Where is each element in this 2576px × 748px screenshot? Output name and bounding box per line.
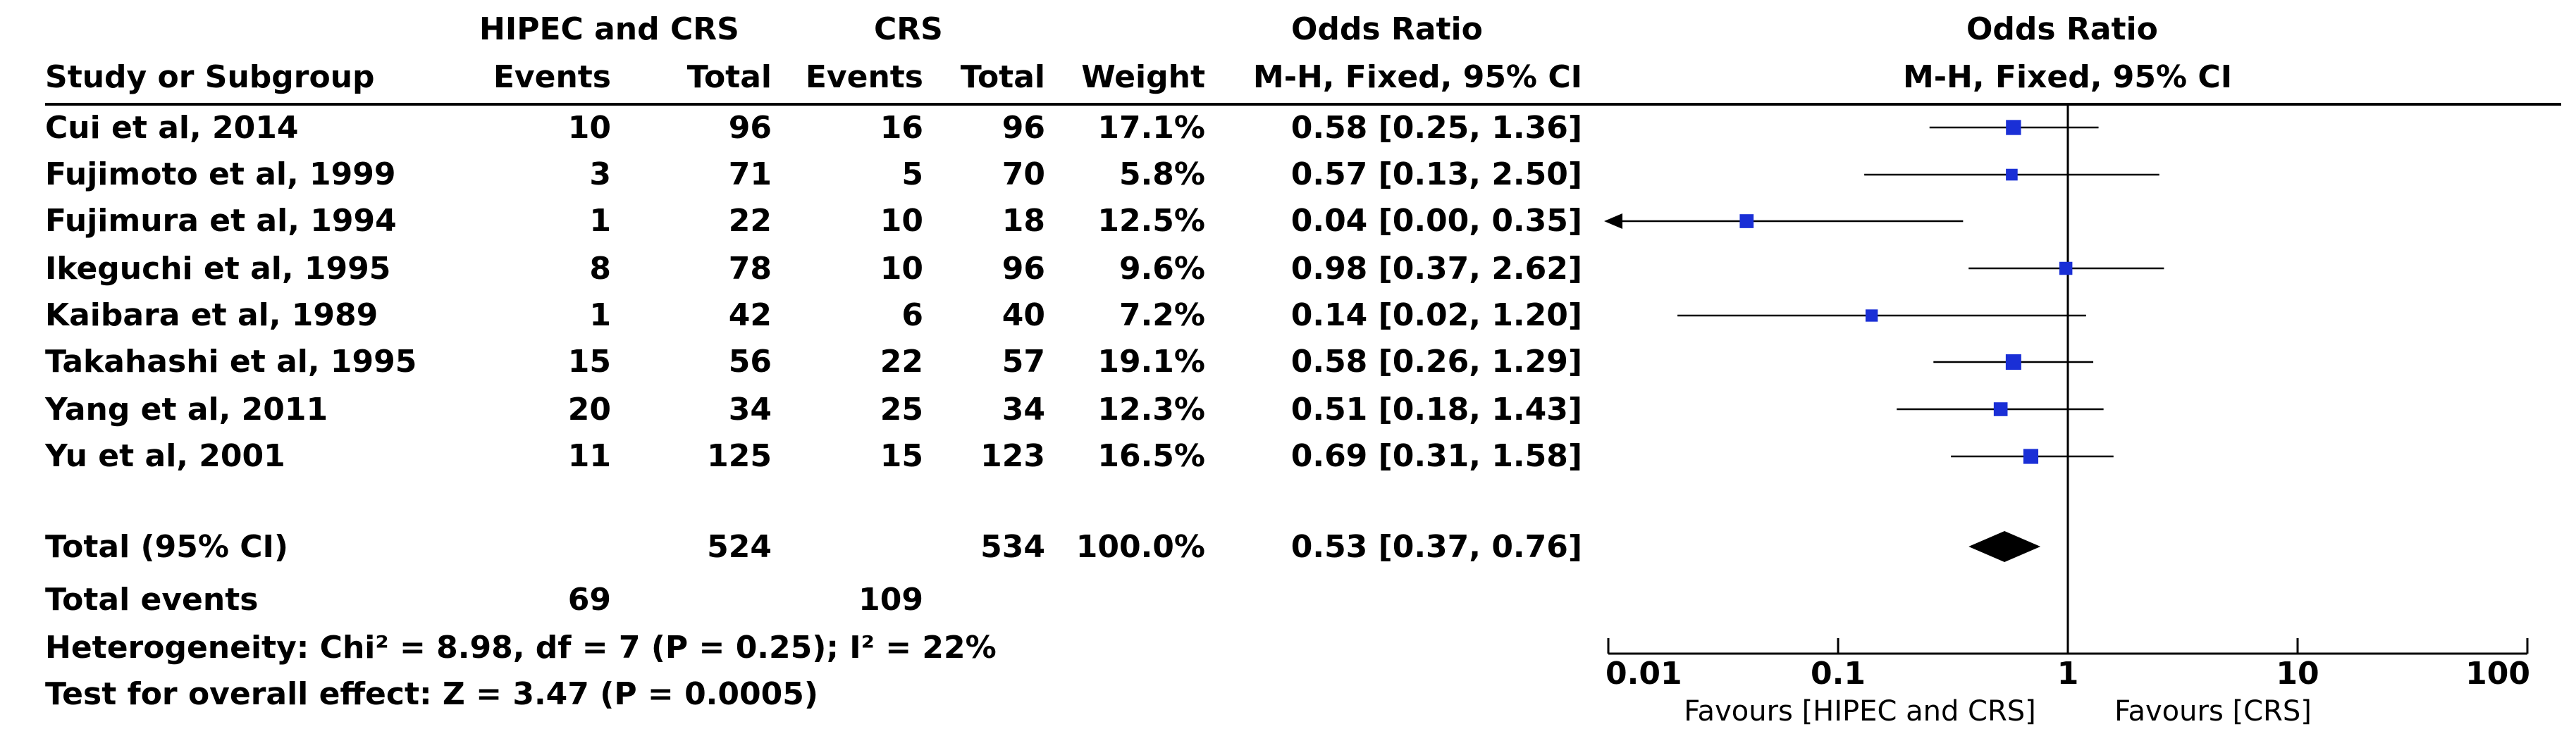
header-events2: Events xyxy=(805,59,923,95)
study-weight: 16.5% xyxy=(1097,438,1205,474)
point-estimate-marker xyxy=(1993,402,2008,416)
study-ci-text: 0.58 [0.26, 1.29] xyxy=(1290,344,1582,380)
point-estimate-marker xyxy=(2006,168,2018,181)
header-rule xyxy=(45,103,2561,106)
overall-effect-text: Test for overall effect: Z = 3.47 (P = 0… xyxy=(45,676,818,712)
study-weight: 12.3% xyxy=(1097,392,1205,428)
study-events2: 6 xyxy=(901,297,923,333)
study-total1: 22 xyxy=(728,203,772,239)
study-total1: 125 xyxy=(707,438,772,474)
study-events2: 22 xyxy=(880,344,923,380)
study-events2: 5 xyxy=(901,156,923,192)
study-events1: 20 xyxy=(567,392,611,428)
study-name: Ikeguchi et al, 1995 xyxy=(45,251,391,287)
study-name: Yu et al, 2001 xyxy=(45,438,285,474)
study-total2: 40 xyxy=(1002,297,1045,333)
study-events2: 25 xyxy=(880,392,923,428)
study-name: Fujimoto et al, 1999 xyxy=(45,156,396,192)
study-ci-text: 0.58 [0.25, 1.36] xyxy=(1290,110,1582,146)
study-total1: 34 xyxy=(728,392,772,428)
header-method: M-H, Fixed, 95% CI xyxy=(1252,59,1582,95)
total-label: Total (95% CI) xyxy=(45,529,289,565)
study-events1: 10 xyxy=(567,110,611,146)
favours-right-label: Favours [CRS] xyxy=(2114,695,2312,728)
study-ci-text: 0.69 [0.31, 1.58] xyxy=(1290,438,1582,474)
pooled-diamond xyxy=(1968,531,2041,562)
axis-tick-label: 0.1 xyxy=(1811,656,1866,692)
study-weight: 9.6% xyxy=(1118,251,1205,287)
study-total1: 71 xyxy=(728,156,772,192)
header-events1: Events xyxy=(493,59,611,95)
point-estimate-marker xyxy=(2059,261,2073,275)
study-events1: 15 xyxy=(567,344,611,380)
header-study: Study or Subgroup xyxy=(45,59,375,95)
study-events2: 10 xyxy=(880,203,923,239)
study-events1: 1 xyxy=(589,203,611,239)
study-events1: 1 xyxy=(589,297,611,333)
study-name: Kaibara et al, 1989 xyxy=(45,297,378,333)
study-total2: 34 xyxy=(1002,392,1045,428)
study-total1: 96 xyxy=(728,110,772,146)
heterogeneity-text: Heterogeneity: Chi² = 8.98, df = 7 (P = … xyxy=(45,630,997,666)
study-total1: 78 xyxy=(728,251,772,287)
header-weight: Weight xyxy=(1081,59,1205,95)
study-name: Fujimura et al, 1994 xyxy=(45,203,397,239)
study-events2: 16 xyxy=(880,110,923,146)
header-or-table-title: Odds Ratio xyxy=(1291,11,1483,47)
header-total2: Total xyxy=(960,59,1045,95)
total-events1: 69 xyxy=(567,582,611,618)
study-name: Yang et al, 2011 xyxy=(45,392,328,428)
study-name: Cui et al, 2014 xyxy=(45,110,299,146)
study-total1: 56 xyxy=(728,344,772,380)
header-or-plot-title: Odds Ratio xyxy=(1966,11,2158,47)
point-estimate-marker xyxy=(1739,214,1754,228)
study-ci-text: 0.98 [0.37, 2.62] xyxy=(1290,251,1582,287)
truncation-arrow xyxy=(1604,213,1622,229)
study-weight: 17.1% xyxy=(1097,110,1205,146)
study-events1: 11 xyxy=(567,438,611,474)
study-weight: 19.1% xyxy=(1097,344,1205,380)
study-ci-text: 0.51 [0.18, 1.43] xyxy=(1290,392,1582,428)
total-ci: 0.53 [0.37, 0.76] xyxy=(1290,529,1582,565)
study-events1: 3 xyxy=(589,156,611,192)
study-weight: 5.8% xyxy=(1118,156,1205,192)
study-total2: 123 xyxy=(980,438,1045,474)
total-events2: 109 xyxy=(858,582,923,618)
header-total1: Total xyxy=(686,59,772,95)
point-estimate-marker xyxy=(2023,449,2039,464)
study-ci-text: 0.04 [0.00, 0.35] xyxy=(1290,203,1582,239)
study-events1: 8 xyxy=(589,251,611,287)
total-events-label: Total events xyxy=(45,582,259,618)
favours-left-label: Favours [HIPEC and CRS] xyxy=(1684,695,2036,728)
study-total2: 18 xyxy=(1002,203,1045,239)
study-total2: 96 xyxy=(1002,110,1045,146)
total-weight: 100.0% xyxy=(1076,529,1205,565)
point-estimate-marker xyxy=(2005,354,2021,370)
study-ci-text: 0.57 [0.13, 2.50] xyxy=(1290,156,1582,192)
total-total2: 534 xyxy=(980,529,1045,565)
study-total1: 42 xyxy=(728,297,772,333)
study-weight: 12.5% xyxy=(1097,203,1205,239)
header-group1: HIPEC and CRS xyxy=(479,11,739,47)
point-estimate-marker xyxy=(2006,120,2021,135)
total-total1: 524 xyxy=(707,529,772,565)
study-events2: 15 xyxy=(880,438,923,474)
axis-tick-label: 100 xyxy=(2465,656,2530,692)
header-plot-method: M-H, Fixed, 95% CI xyxy=(1903,59,2233,95)
study-name: Takahashi et al, 1995 xyxy=(45,344,417,380)
study-total2: 70 xyxy=(1002,156,1045,192)
study-total2: 96 xyxy=(1002,251,1045,287)
study-weight: 7.2% xyxy=(1118,297,1205,333)
axis-tick-label: 1 xyxy=(2057,656,2079,692)
study-events2: 10 xyxy=(880,251,923,287)
study-total2: 57 xyxy=(1002,344,1045,380)
study-ci-text: 0.14 [0.02, 1.20] xyxy=(1290,297,1582,333)
axis-tick-label: 10 xyxy=(2276,656,2319,692)
header-group2: CRS xyxy=(874,11,943,47)
point-estimate-marker xyxy=(1865,309,1878,322)
axis-tick-label: 0.01 xyxy=(1606,656,1682,692)
